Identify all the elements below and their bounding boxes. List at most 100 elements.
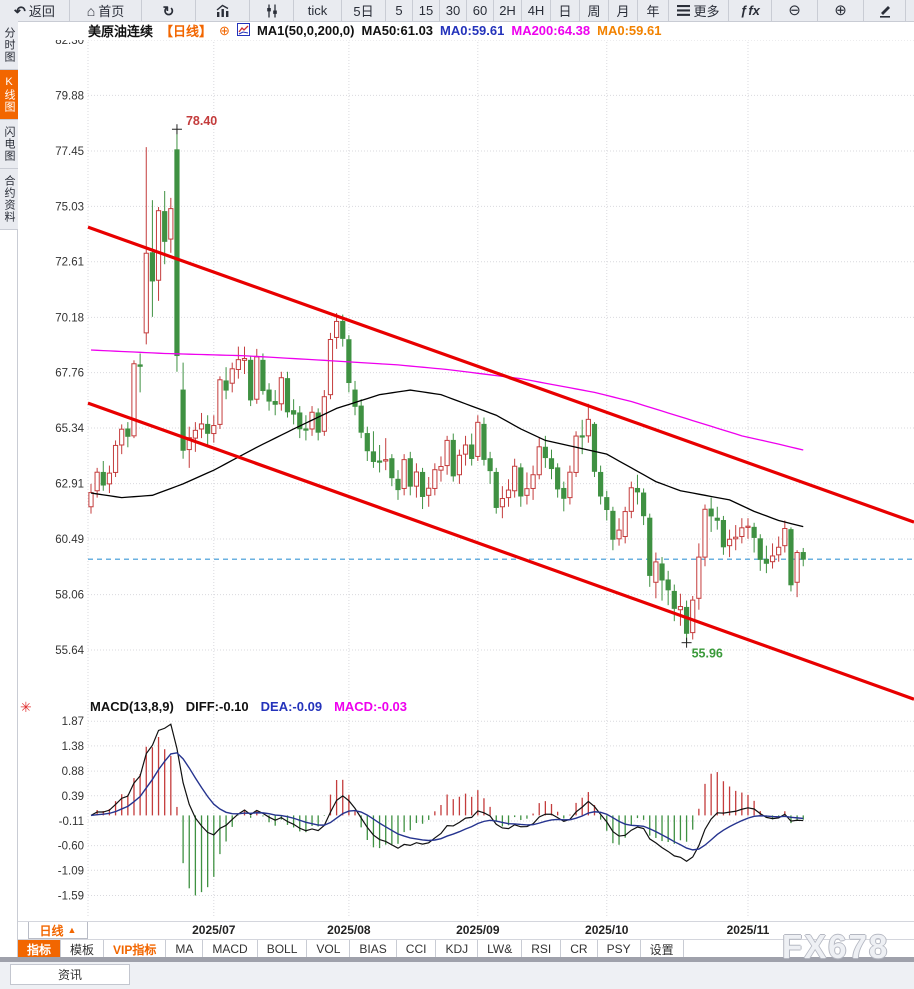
- indicator-settings-icon[interactable]: ✳: [20, 699, 32, 715]
- svg-text:0.39: 0.39: [62, 791, 84, 803]
- x-axis-month-label: 2025/10: [585, 923, 629, 937]
- tab-vol[interactable]: VOL: [307, 940, 351, 958]
- sidebar-tab-contract-info[interactable]: 合约资料: [0, 169, 18, 230]
- tab-boll[interactable]: BOLL: [258, 940, 308, 958]
- period-tick-button[interactable]: tick: [294, 0, 342, 21]
- refresh-button[interactable]: ↻: [142, 0, 196, 21]
- tab-rsi[interactable]: RSI: [522, 940, 562, 958]
- macd-diff-value: DIFF:-0.10: [185, 699, 249, 714]
- top-toolbar: ↶ 返回 ⌂ 首页 ↻: [0, 0, 914, 22]
- tab-cr[interactable]: CR: [561, 940, 598, 958]
- sidebar-tab-timeline[interactable]: 分时图: [0, 21, 18, 70]
- period-2h-button[interactable]: 2H: [494, 0, 522, 21]
- svg-text:79.88: 79.88: [55, 90, 84, 102]
- tab-vip-indicator[interactable]: VIP指标: [104, 940, 167, 958]
- fx678-watermark: FX678: [782, 928, 890, 965]
- svg-text:-0.60: -0.60: [58, 841, 84, 853]
- tab-ma[interactable]: MA: [166, 940, 204, 958]
- candlestick-series: [88, 129, 806, 643]
- x-axis-row: 日线 ▲ 2025/07 2025/08 2025/09 2025/10 202…: [18, 921, 914, 939]
- macd-diff-line: [90, 723, 804, 862]
- tab-bias[interactable]: BIAS: [350, 940, 397, 958]
- x-axis-month-label: 2025/08: [327, 923, 371, 937]
- home-button[interactable]: ⌂ 首页: [70, 0, 142, 21]
- period-week-button[interactable]: 周: [580, 0, 609, 21]
- ma-settings-label: MA1(50,0,200,0): [256, 23, 355, 38]
- dropdown-arrow-icon: ▲: [67, 925, 77, 935]
- add-compare-icon[interactable]: ⊕: [219, 22, 230, 38]
- svg-text:78.40: 78.40: [186, 114, 217, 128]
- period-5min-button[interactable]: 5: [386, 0, 413, 21]
- chart-header: 美原油连续 【日线】 ⊕ MA1(50,0,200,0) MA50:61.03 …: [18, 21, 914, 40]
- bar-chart-icon: [215, 4, 231, 18]
- more-button[interactable]: 更多: [669, 0, 729, 21]
- svg-text:70.18: 70.18: [55, 312, 84, 324]
- news-tab[interactable]: 资讯: [10, 964, 130, 985]
- ma50-value: MA50:61.03: [361, 23, 434, 38]
- kline-style-button[interactable]: [250, 0, 294, 21]
- formula-fx-button[interactable]: ƒ fx: [729, 0, 772, 21]
- svg-text:-1.09: -1.09: [58, 865, 84, 877]
- candlestick-icon: [265, 4, 279, 18]
- svg-text:55.96: 55.96: [692, 647, 723, 661]
- status-bar: 资讯: [0, 957, 914, 989]
- period-15min-button[interactable]: 15: [413, 0, 440, 21]
- y-axis-labels: 82.3079.8877.4575.0372.6170.1867.7665.34…: [55, 35, 84, 902]
- pen-icon: [877, 4, 892, 18]
- sidebar-tab-kline[interactable]: K线图: [0, 70, 18, 120]
- ma50-line: [90, 389, 804, 528]
- period-month-button[interactable]: 月: [609, 0, 638, 21]
- refresh-icon: ↻: [162, 2, 175, 19]
- tab-indicator[interactable]: 指标: [18, 940, 62, 958]
- period-5day-button[interactable]: 5日: [342, 0, 386, 21]
- x-axis-month-label: 2025/09: [456, 923, 500, 937]
- svg-text:55.64: 55.64: [55, 645, 84, 657]
- zoom-in-button[interactable]: ⊕: [818, 0, 864, 21]
- mini-chart-icon[interactable]: [236, 22, 250, 39]
- svg-text:0.88: 0.88: [62, 766, 84, 778]
- macd-dea-value: DEA:-0.09: [260, 699, 323, 714]
- tab-template[interactable]: 模板: [61, 940, 105, 958]
- toolbar-spacer: [906, 0, 914, 21]
- zoom-out-icon: ⊖: [788, 2, 801, 19]
- grid-lines: [87, 39, 914, 918]
- svg-text:65.34: 65.34: [55, 423, 84, 435]
- draw-tool-button[interactable]: [864, 0, 906, 21]
- chart-type-button[interactable]: [196, 0, 250, 21]
- trend-channel[interactable]: [87, 225, 914, 701]
- sidebar-tab-lightning[interactable]: 闪电图: [0, 120, 18, 169]
- ma0-blue-value: MA0:59.61: [440, 23, 505, 38]
- period-day-button[interactable]: 日: [551, 0, 580, 21]
- svg-text:-1.59: -1.59: [58, 890, 84, 902]
- back-button[interactable]: ↶ 返回: [0, 0, 70, 21]
- svg-text:72.61: 72.61: [55, 257, 84, 269]
- macd-bar-value: MACD:-0.03: [334, 699, 408, 714]
- svg-text:77.45: 77.45: [55, 146, 84, 158]
- tab-kdj[interactable]: KDJ: [436, 940, 479, 958]
- indicator-tabs-row: 指标 模板 VIP指标 MA MACD BOLL VOL BIAS CCI KD…: [18, 939, 914, 958]
- period-selector-dropdown[interactable]: 日线 ▲: [28, 922, 88, 939]
- svg-text:75.03: 75.03: [55, 201, 84, 213]
- tab-psy[interactable]: PSY: [598, 940, 641, 958]
- tab-settings[interactable]: 设置: [641, 940, 684, 958]
- zoom-in-icon: ⊕: [834, 2, 847, 19]
- home-icon: ⌂: [86, 2, 96, 19]
- status-bar-divider: [0, 957, 914, 962]
- ma200-line: [90, 349, 804, 451]
- zoom-out-button[interactable]: ⊖: [772, 0, 818, 21]
- tab-cci[interactable]: CCI: [397, 940, 437, 958]
- period-4h-button[interactable]: 4H: [522, 0, 551, 21]
- svg-text:67.76: 67.76: [55, 368, 84, 380]
- ma200-value: MA200:64.38: [511, 23, 591, 38]
- period-60min-button[interactable]: 60: [467, 0, 494, 21]
- macd-title: MACD(13,8,9): [90, 699, 174, 714]
- tab-macd[interactable]: MACD: [203, 940, 258, 958]
- svg-text:60.49: 60.49: [55, 534, 84, 546]
- period-year-button[interactable]: 年: [638, 0, 669, 21]
- period-30min-button[interactable]: 30: [440, 0, 467, 21]
- back-label: 返回: [28, 4, 55, 19]
- x-axis-month-label: 2025/11: [726, 923, 770, 937]
- left-sidebar: 分时图 K线图 闪电图 合约资料: [0, 21, 18, 957]
- tab-lw[interactable]: LW&: [478, 940, 523, 958]
